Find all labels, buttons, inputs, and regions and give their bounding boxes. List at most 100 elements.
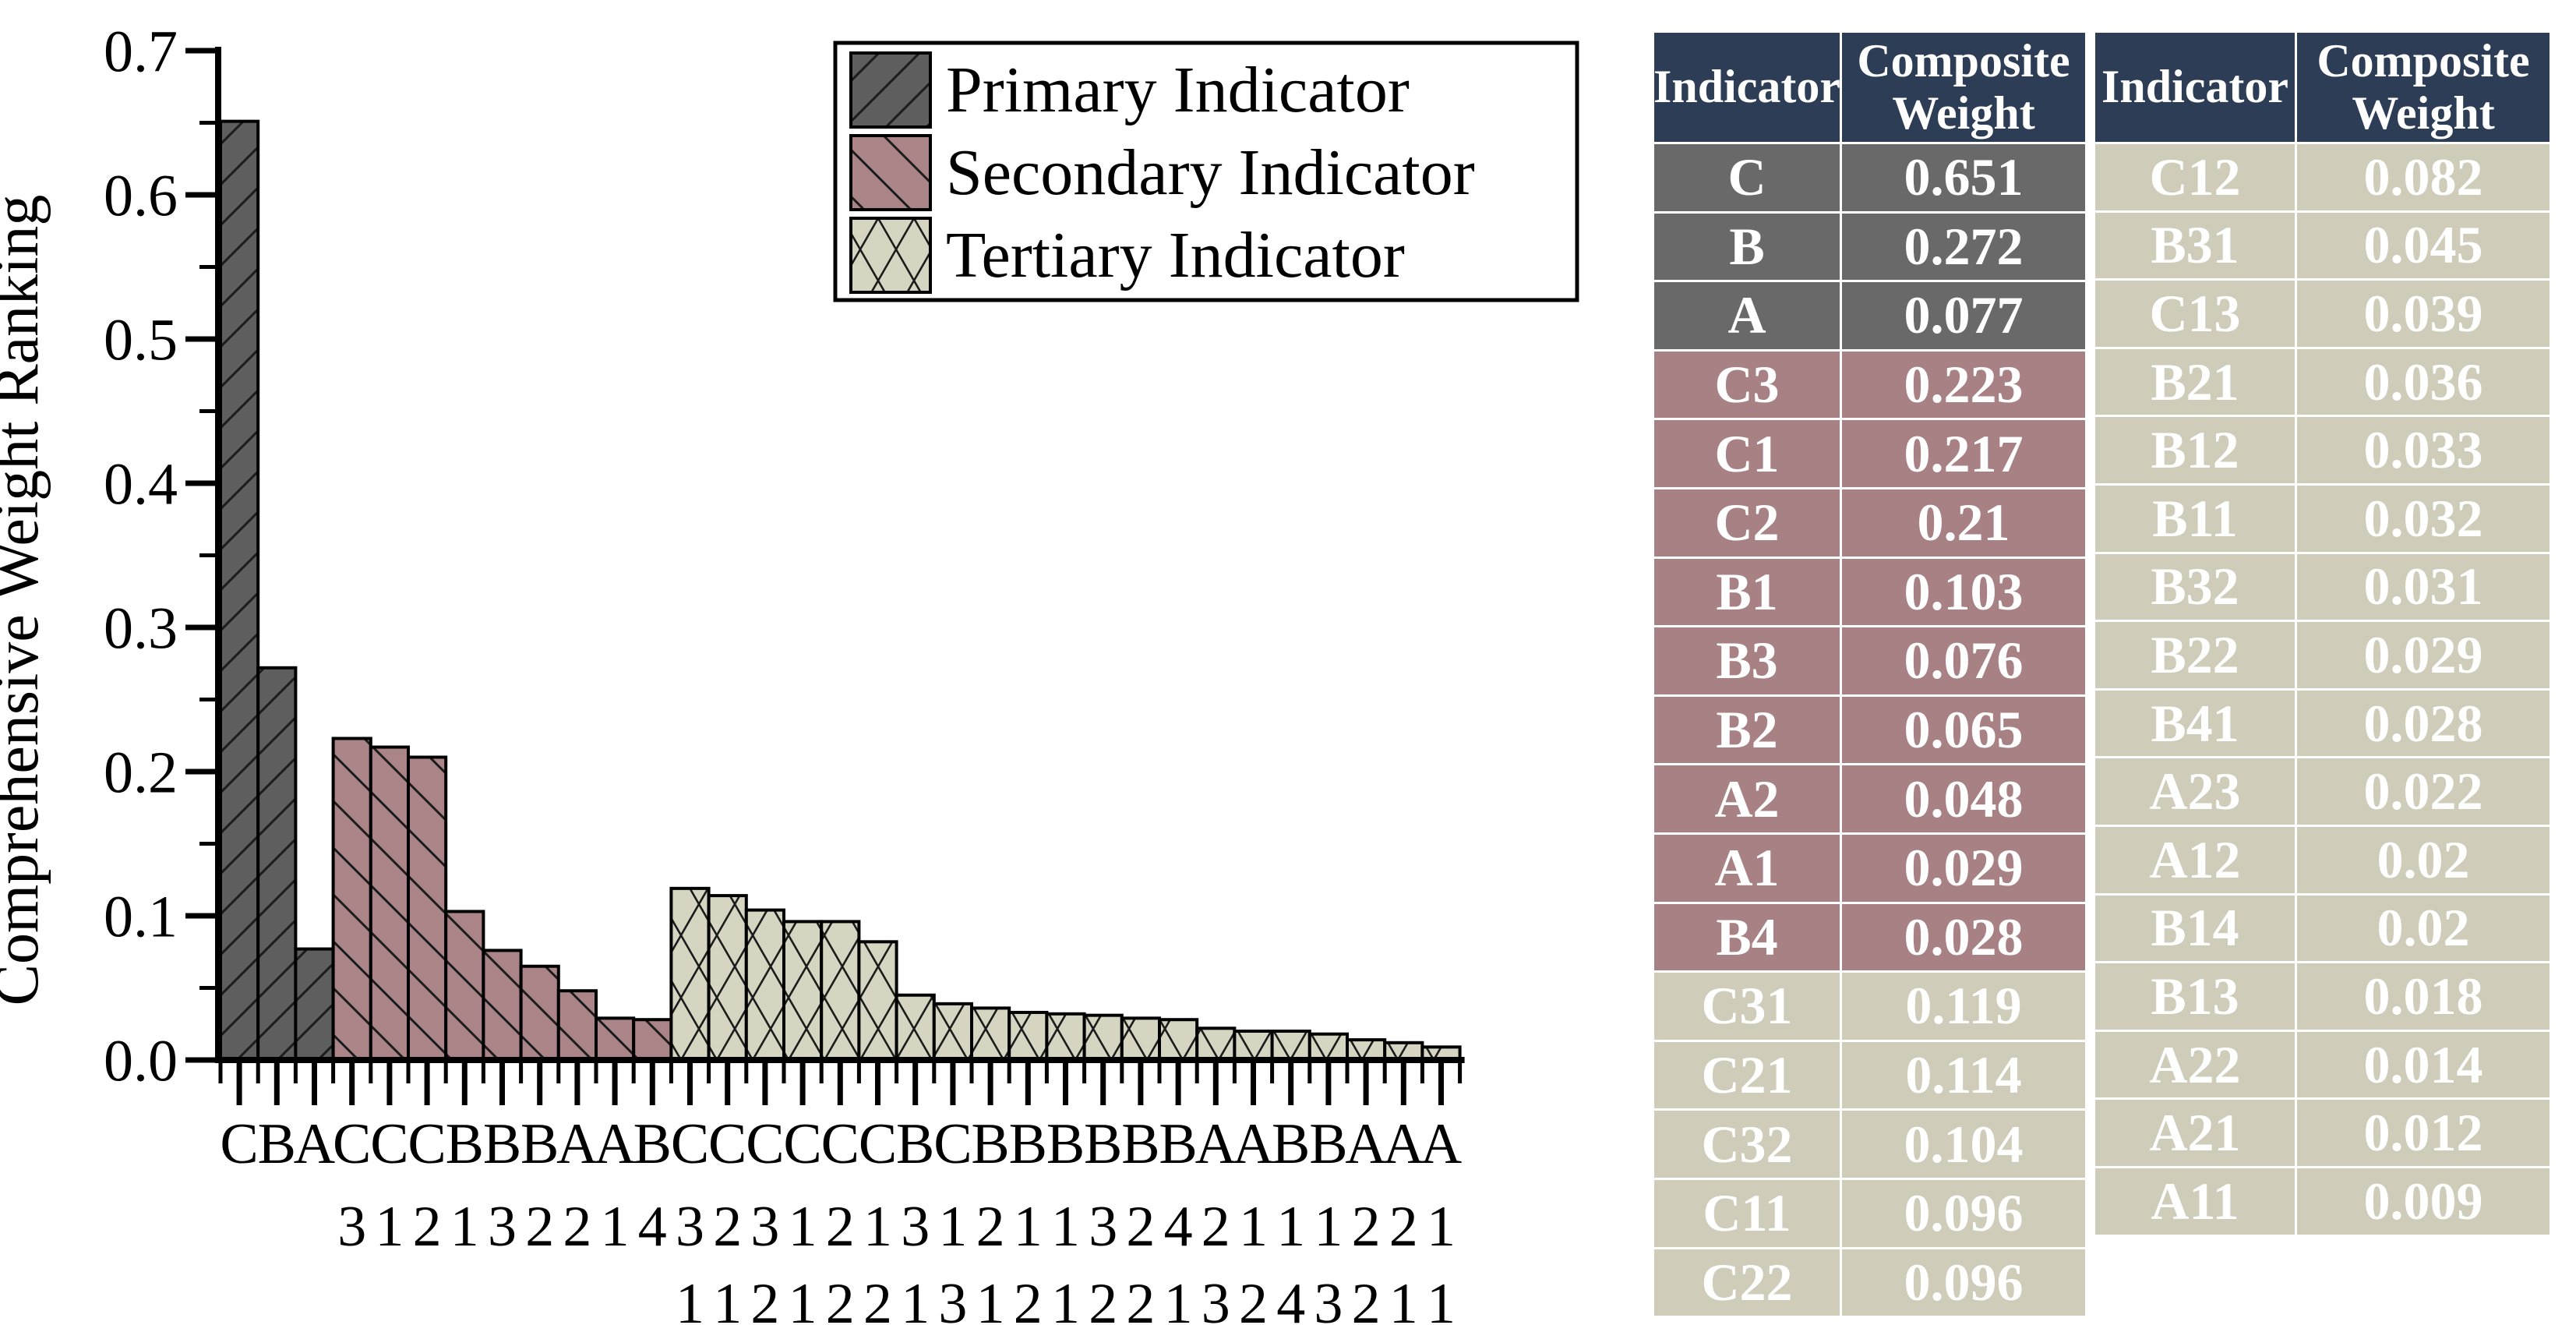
x-tick-label: 1 — [1051, 1195, 1080, 1259]
indicator-cell: C3 — [1654, 351, 1840, 419]
x-tick-label: 2 — [1352, 1195, 1381, 1259]
column-header-indicator: Indicator — [1653, 33, 1840, 142]
indicator-cell: B14 — [2095, 895, 2295, 962]
indicator-cell: C11 — [1654, 1179, 1840, 1247]
x-tick-label: 3 — [938, 1272, 967, 1325]
weight-cell: 0.21 — [1842, 489, 2085, 556]
bar-B — [256, 666, 298, 1062]
weight-table-left: Indicator Composite Weight C 0.651 B 0.272 A… — [1653, 33, 2085, 1316]
x-tick-label: 1 — [976, 1272, 1005, 1325]
bar-C1 — [369, 745, 410, 1062]
indicator-cell: C — [1654, 144, 1840, 211]
x-tick-label: 1 — [1389, 1272, 1418, 1325]
indicator-cell: B41 — [2095, 690, 2295, 757]
column-header-indicator: Indicator — [2095, 33, 2295, 142]
bar-A12 — [1233, 1030, 1274, 1062]
x-tick-label: C — [933, 1112, 972, 1176]
y-tick-label: 0.1 — [104, 885, 178, 950]
weight-cell: 0.029 — [2297, 622, 2550, 688]
bar-B32 — [1082, 1013, 1124, 1062]
x-tick-label: B — [1309, 1112, 1347, 1176]
x-tick-label: 1 — [901, 1272, 930, 1325]
indicator-cell: C21 — [1654, 1041, 1840, 1109]
indicator-cell: C13 — [2095, 281, 2295, 347]
weight-cell: 0.014 — [2297, 1031, 2550, 1098]
x-tick-label: 1 — [375, 1195, 404, 1259]
bar-B12 — [1007, 1010, 1049, 1062]
x-tick-label: B — [1046, 1112, 1085, 1176]
x-tick-label: 2 — [826, 1272, 855, 1325]
x-tick-label: 3 — [1089, 1195, 1117, 1259]
chart-legend: Primary Indicator Secondary Indicator Tert… — [833, 41, 1579, 302]
x-tick-label: A — [1195, 1112, 1237, 1176]
x-tick-label: B — [446, 1112, 484, 1176]
x-tick-label: B — [971, 1112, 1009, 1176]
indicator-cell: A1 — [1654, 834, 1840, 902]
x-tick-label: A — [1383, 1112, 1424, 1176]
x-tick-label: 4 — [638, 1195, 667, 1259]
indicator-cell: C12 — [2095, 144, 2295, 210]
x-tick-label: 2 — [1126, 1272, 1155, 1325]
indicator-cell: A23 — [2095, 758, 2295, 825]
indicator-cell: C22 — [1654, 1249, 1840, 1316]
weight-cell: 0.028 — [2297, 690, 2550, 757]
bar-A2 — [556, 989, 598, 1062]
indicator-cell: B3 — [1654, 627, 1840, 694]
column-header-composite-weight: Composite Weight — [2297, 33, 2550, 142]
x-tick-label: 1 — [1276, 1195, 1305, 1259]
x-tick-label: A — [1233, 1112, 1274, 1176]
x-tick-label: 1 — [863, 1195, 892, 1259]
bar-A — [294, 947, 335, 1062]
indicator-cell: B11 — [2095, 485, 2295, 552]
bar-C31 — [669, 886, 711, 1062]
x-tick-label: 4 — [1164, 1195, 1193, 1259]
indicator-cell: B — [1654, 213, 1840, 281]
bar-C3 — [331, 737, 372, 1062]
x-tick-label: B — [1272, 1112, 1310, 1176]
weight-cell: 0.029 — [1842, 834, 2085, 902]
weight-cell: 0.082 — [2297, 144, 2550, 210]
bar-B1 — [444, 910, 485, 1062]
bar-A23 — [1195, 1026, 1237, 1062]
x-tick-label: 2 — [1389, 1195, 1418, 1259]
bar-B21 — [970, 1006, 1011, 1062]
x-tick-label: C — [708, 1112, 746, 1176]
bar-B22 — [1120, 1016, 1162, 1062]
weight-cell: 0.223 — [1842, 351, 2085, 419]
y-tick-label: 0.2 — [104, 740, 178, 806]
x-tick-label: 1 — [938, 1195, 967, 1259]
weight-cell: 0.272 — [1842, 213, 2085, 281]
x-tick-label: B — [896, 1112, 934, 1176]
indicator-cell: B4 — [1654, 903, 1840, 971]
weight-cell: 0.009 — [2297, 1168, 2550, 1235]
x-tick-label: C — [408, 1112, 446, 1176]
bar-A1 — [595, 1016, 636, 1062]
x-tick-label: 2 — [1089, 1272, 1117, 1325]
x-tick-label: 2 — [1239, 1272, 1268, 1325]
legend-swatch-tertiary — [849, 217, 932, 294]
x-tick-label: 1 — [1014, 1195, 1043, 1259]
weight-cell: 0.096 — [1842, 1249, 2085, 1316]
x-tick-label: 3 — [750, 1195, 779, 1259]
x-tick-label: 2 — [563, 1195, 591, 1259]
bar-B3 — [482, 949, 523, 1062]
weight-cell: 0.119 — [1842, 973, 2085, 1040]
weight-cell: 0.077 — [1842, 282, 2085, 349]
x-tick-label: 1 — [1427, 1272, 1456, 1325]
x-tick-label: 3 — [901, 1195, 930, 1259]
bar-B4 — [632, 1018, 673, 1062]
weight-cell: 0.022 — [2297, 758, 2550, 825]
indicator-cell: B12 — [2095, 417, 2295, 483]
x-tick-label: A — [294, 1112, 335, 1176]
x-tick-label: 3 — [337, 1195, 366, 1259]
indicator-cell: C2 — [1654, 489, 1840, 556]
x-tick-label: B — [483, 1112, 521, 1176]
weight-cell: 0.104 — [1842, 1111, 2085, 1178]
indicator-cell: B22 — [2095, 622, 2295, 688]
weight-cell: 0.048 — [1842, 765, 2085, 832]
axes: 0.00.10.20.30.40.50.60.7CBAC3C1C2B1B3B2A… — [104, 19, 1465, 1325]
indicator-cell: A12 — [2095, 826, 2295, 893]
weight-cell: 0.02 — [2297, 826, 2550, 893]
weight-cell: 0.651 — [1842, 144, 2085, 211]
